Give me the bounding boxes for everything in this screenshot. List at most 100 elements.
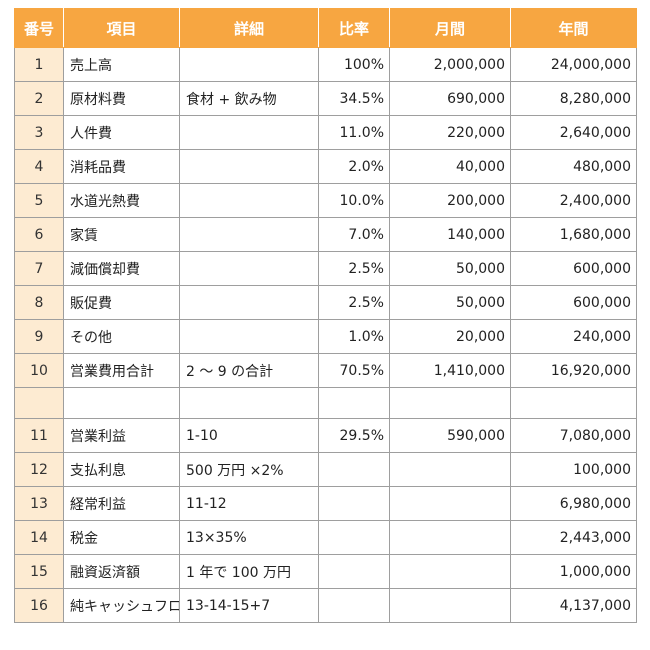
- cell-detail: [179, 251, 319, 286]
- cell-ratio: 2.5%: [318, 251, 390, 286]
- cell-monthly: 200,000: [389, 183, 511, 218]
- cell-annual: 2,400,000: [510, 183, 637, 218]
- cell-annual: 24,000,000: [510, 47, 637, 82]
- cell-number: 12: [14, 452, 64, 487]
- cell-item: 販促費: [63, 285, 180, 320]
- header-monthly: 月間: [389, 8, 511, 48]
- cell-annual: 16,920,000: [510, 353, 637, 388]
- cell-monthly: 140,000: [389, 217, 511, 252]
- cell-number: 11: [14, 418, 64, 453]
- cell-annual: 1,680,000: [510, 217, 637, 252]
- cell-ratio: 29.5%: [318, 418, 390, 453]
- cell-number: 7: [14, 251, 64, 286]
- table-row: 14 税金 13×35% 2,443,000: [14, 520, 637, 555]
- cell-ratio: [318, 520, 390, 555]
- header-annual: 年間: [510, 8, 637, 48]
- cell-number: 10: [14, 353, 64, 388]
- table-row: 9 その他 1.0% 20,000 240,000: [14, 319, 637, 354]
- cell-item: 減価償却費: [63, 251, 180, 286]
- cell-ratio: [318, 452, 390, 487]
- cell-item: 融資返済額: [63, 554, 180, 589]
- cell-annual: 4,137,000: [510, 588, 637, 623]
- cell-ratio: 2.5%: [318, 285, 390, 320]
- cell-item: 原材料費: [63, 81, 180, 116]
- cell-annual: 2,443,000: [510, 520, 637, 555]
- cell-detail: [179, 115, 319, 150]
- cell-monthly: 220,000: [389, 115, 511, 150]
- cell-number: 16: [14, 588, 64, 623]
- cell-detail: [179, 183, 319, 218]
- cell-item: 売上高: [63, 47, 180, 82]
- header-item: 項目: [63, 8, 180, 48]
- cell-ratio: 1.0%: [318, 319, 390, 354]
- cell-detail: 1-10: [179, 418, 319, 453]
- cell-ratio: [318, 486, 390, 521]
- cell-detail: [179, 47, 319, 82]
- cell-number: 3: [14, 115, 64, 150]
- cell-annual: 100,000: [510, 452, 637, 487]
- table-row: 7 減価償却費 2.5% 50,000 600,000: [14, 251, 637, 286]
- cell-number: 5: [14, 183, 64, 218]
- cell-annual: 6,980,000: [510, 486, 637, 521]
- cell-annual: 7,080,000: [510, 418, 637, 453]
- cell-detail: 13-14-15+7: [179, 588, 319, 623]
- cell-item: 営業利益: [63, 418, 180, 453]
- income-statement-table: 番号 項目 詳細 比率 月間 年間 1 売上高 100% 2,000,000 24,00…: [14, 8, 637, 623]
- table-row: 12 支払利息 500 万円 ×2% 100,000: [14, 452, 637, 487]
- header-row: 番号 項目 詳細 比率 月間 年間: [14, 8, 637, 48]
- cell-detail: [179, 387, 319, 419]
- table-row: 1 売上高 100% 2,000,000 24,000,000: [14, 47, 637, 82]
- cell-annual: 600,000: [510, 251, 637, 286]
- cell-monthly: [389, 588, 511, 623]
- cell-detail: 11-12: [179, 486, 319, 521]
- cell-number: 2: [14, 81, 64, 116]
- cell-ratio: 34.5%: [318, 81, 390, 116]
- cell-annual: 2,640,000: [510, 115, 637, 150]
- cell-monthly: [389, 486, 511, 521]
- cell-detail: [179, 285, 319, 320]
- cell-item: 経常利益: [63, 486, 180, 521]
- table-row: 13 経常利益 11-12 6,980,000: [14, 486, 637, 521]
- table-row: 2 原材料費 食材 + 飲み物 34.5% 690,000 8,280,000: [14, 81, 637, 116]
- cell-monthly: 690,000: [389, 81, 511, 116]
- cell-ratio: 100%: [318, 47, 390, 82]
- cell-ratio: 11.0%: [318, 115, 390, 150]
- cell-item: 水道光熱費: [63, 183, 180, 218]
- cell-detail: 1 年で 100 万円: [179, 554, 319, 589]
- cell-detail: [179, 319, 319, 354]
- cell-monthly: 590,000: [389, 418, 511, 453]
- table-row: 6 家賃 7.0% 140,000 1,680,000: [14, 217, 637, 252]
- cell-number: 13: [14, 486, 64, 521]
- cell-monthly: [389, 554, 511, 589]
- table-row: 10 営業費用合計 2 ～ 9 の合計 70.5% 1,410,000 16,920,00…: [14, 353, 637, 388]
- cell-detail: 2 ～ 9 の合計: [179, 353, 319, 388]
- cell-detail: 500 万円 ×2%: [179, 452, 319, 487]
- cell-item: その他: [63, 319, 180, 354]
- cell-detail: [179, 217, 319, 252]
- cell-number: 6: [14, 217, 64, 252]
- cell-annual: 240,000: [510, 319, 637, 354]
- table-row: 8 販促費 2.5% 50,000 600,000: [14, 285, 637, 320]
- cell-number: 8: [14, 285, 64, 320]
- cell-item: 純キャッシュフロー: [63, 588, 180, 623]
- cell-number: [14, 387, 64, 419]
- cell-monthly: 20,000: [389, 319, 511, 354]
- table-body: 1 売上高 100% 2,000,000 24,000,000 2 原材料費 食材 + 飲み物…: [14, 47, 637, 623]
- cell-detail: [179, 149, 319, 184]
- cell-monthly: [389, 520, 511, 555]
- table-row: 5 水道光熱費 10.0% 200,000 2,400,000: [14, 183, 637, 218]
- cell-ratio: 70.5%: [318, 353, 390, 388]
- header-number: 番号: [14, 8, 64, 48]
- cell-monthly: [389, 387, 511, 419]
- cell-ratio: 7.0%: [318, 217, 390, 252]
- cell-ratio: [318, 554, 390, 589]
- cell-item: 支払利息: [63, 452, 180, 487]
- cell-annual: 600,000: [510, 285, 637, 320]
- header-ratio: 比率: [318, 8, 390, 48]
- table-row: [14, 387, 637, 419]
- cell-monthly: 1,410,000: [389, 353, 511, 388]
- cell-monthly: 40,000: [389, 149, 511, 184]
- cell-item: 税金: [63, 520, 180, 555]
- cell-annual: 480,000: [510, 149, 637, 184]
- cell-detail: 食材 + 飲み物: [179, 81, 319, 116]
